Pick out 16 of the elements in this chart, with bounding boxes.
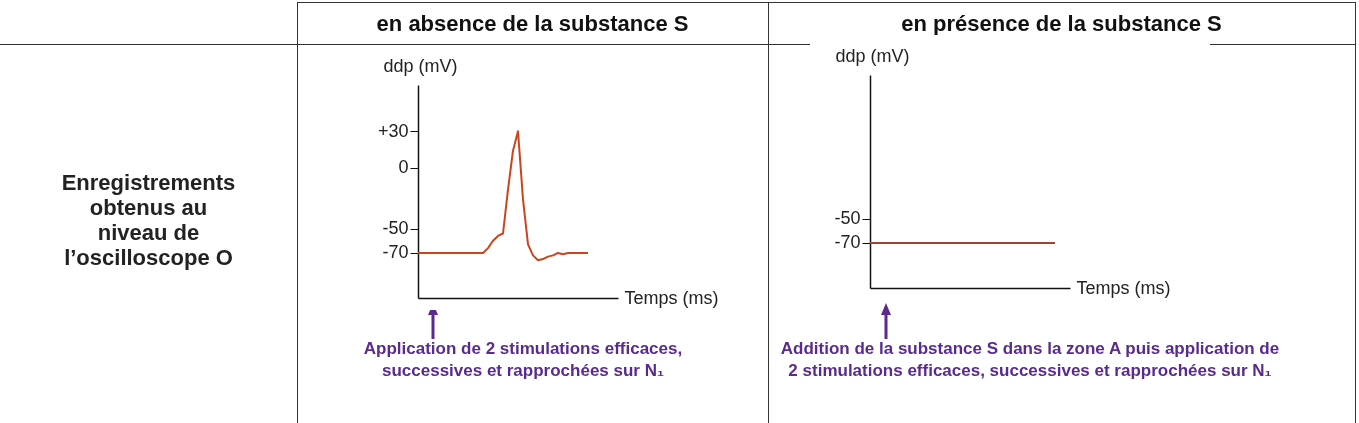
y-axis-title: ddp (mV) <box>383 55 458 76</box>
x-axis-title: Temps (ms) <box>624 287 719 308</box>
text: Enregistrements obtenus au niveau de l’oscilloscope O <box>60 170 237 270</box>
chart-title: en présence de la substance S <box>900 10 1223 38</box>
y-tick-label: +30 <box>377 120 409 141</box>
y-tick-label: -70 <box>382 242 409 263</box>
y-tick-label: -50 <box>382 218 409 239</box>
y-tick-label: 0 <box>398 157 409 178</box>
y-tick-label: -50 <box>834 208 861 229</box>
text: Addition de la substance S dans la zone A puis application de 2 stimulations efficaces, successives et rapprochées sur N₁ <box>780 338 1280 382</box>
y-tick-label: -70 <box>834 232 861 253</box>
text: Application de 2 stimulations efficaces, successives et rapprochées sur N₁ <box>362 338 684 382</box>
y-axis-title: ddp (mV) <box>835 45 910 66</box>
chart-title: en absence de la substance S <box>375 10 690 38</box>
x-axis-title: Temps (ms) <box>1076 277 1171 298</box>
line-series <box>417 130 589 262</box>
